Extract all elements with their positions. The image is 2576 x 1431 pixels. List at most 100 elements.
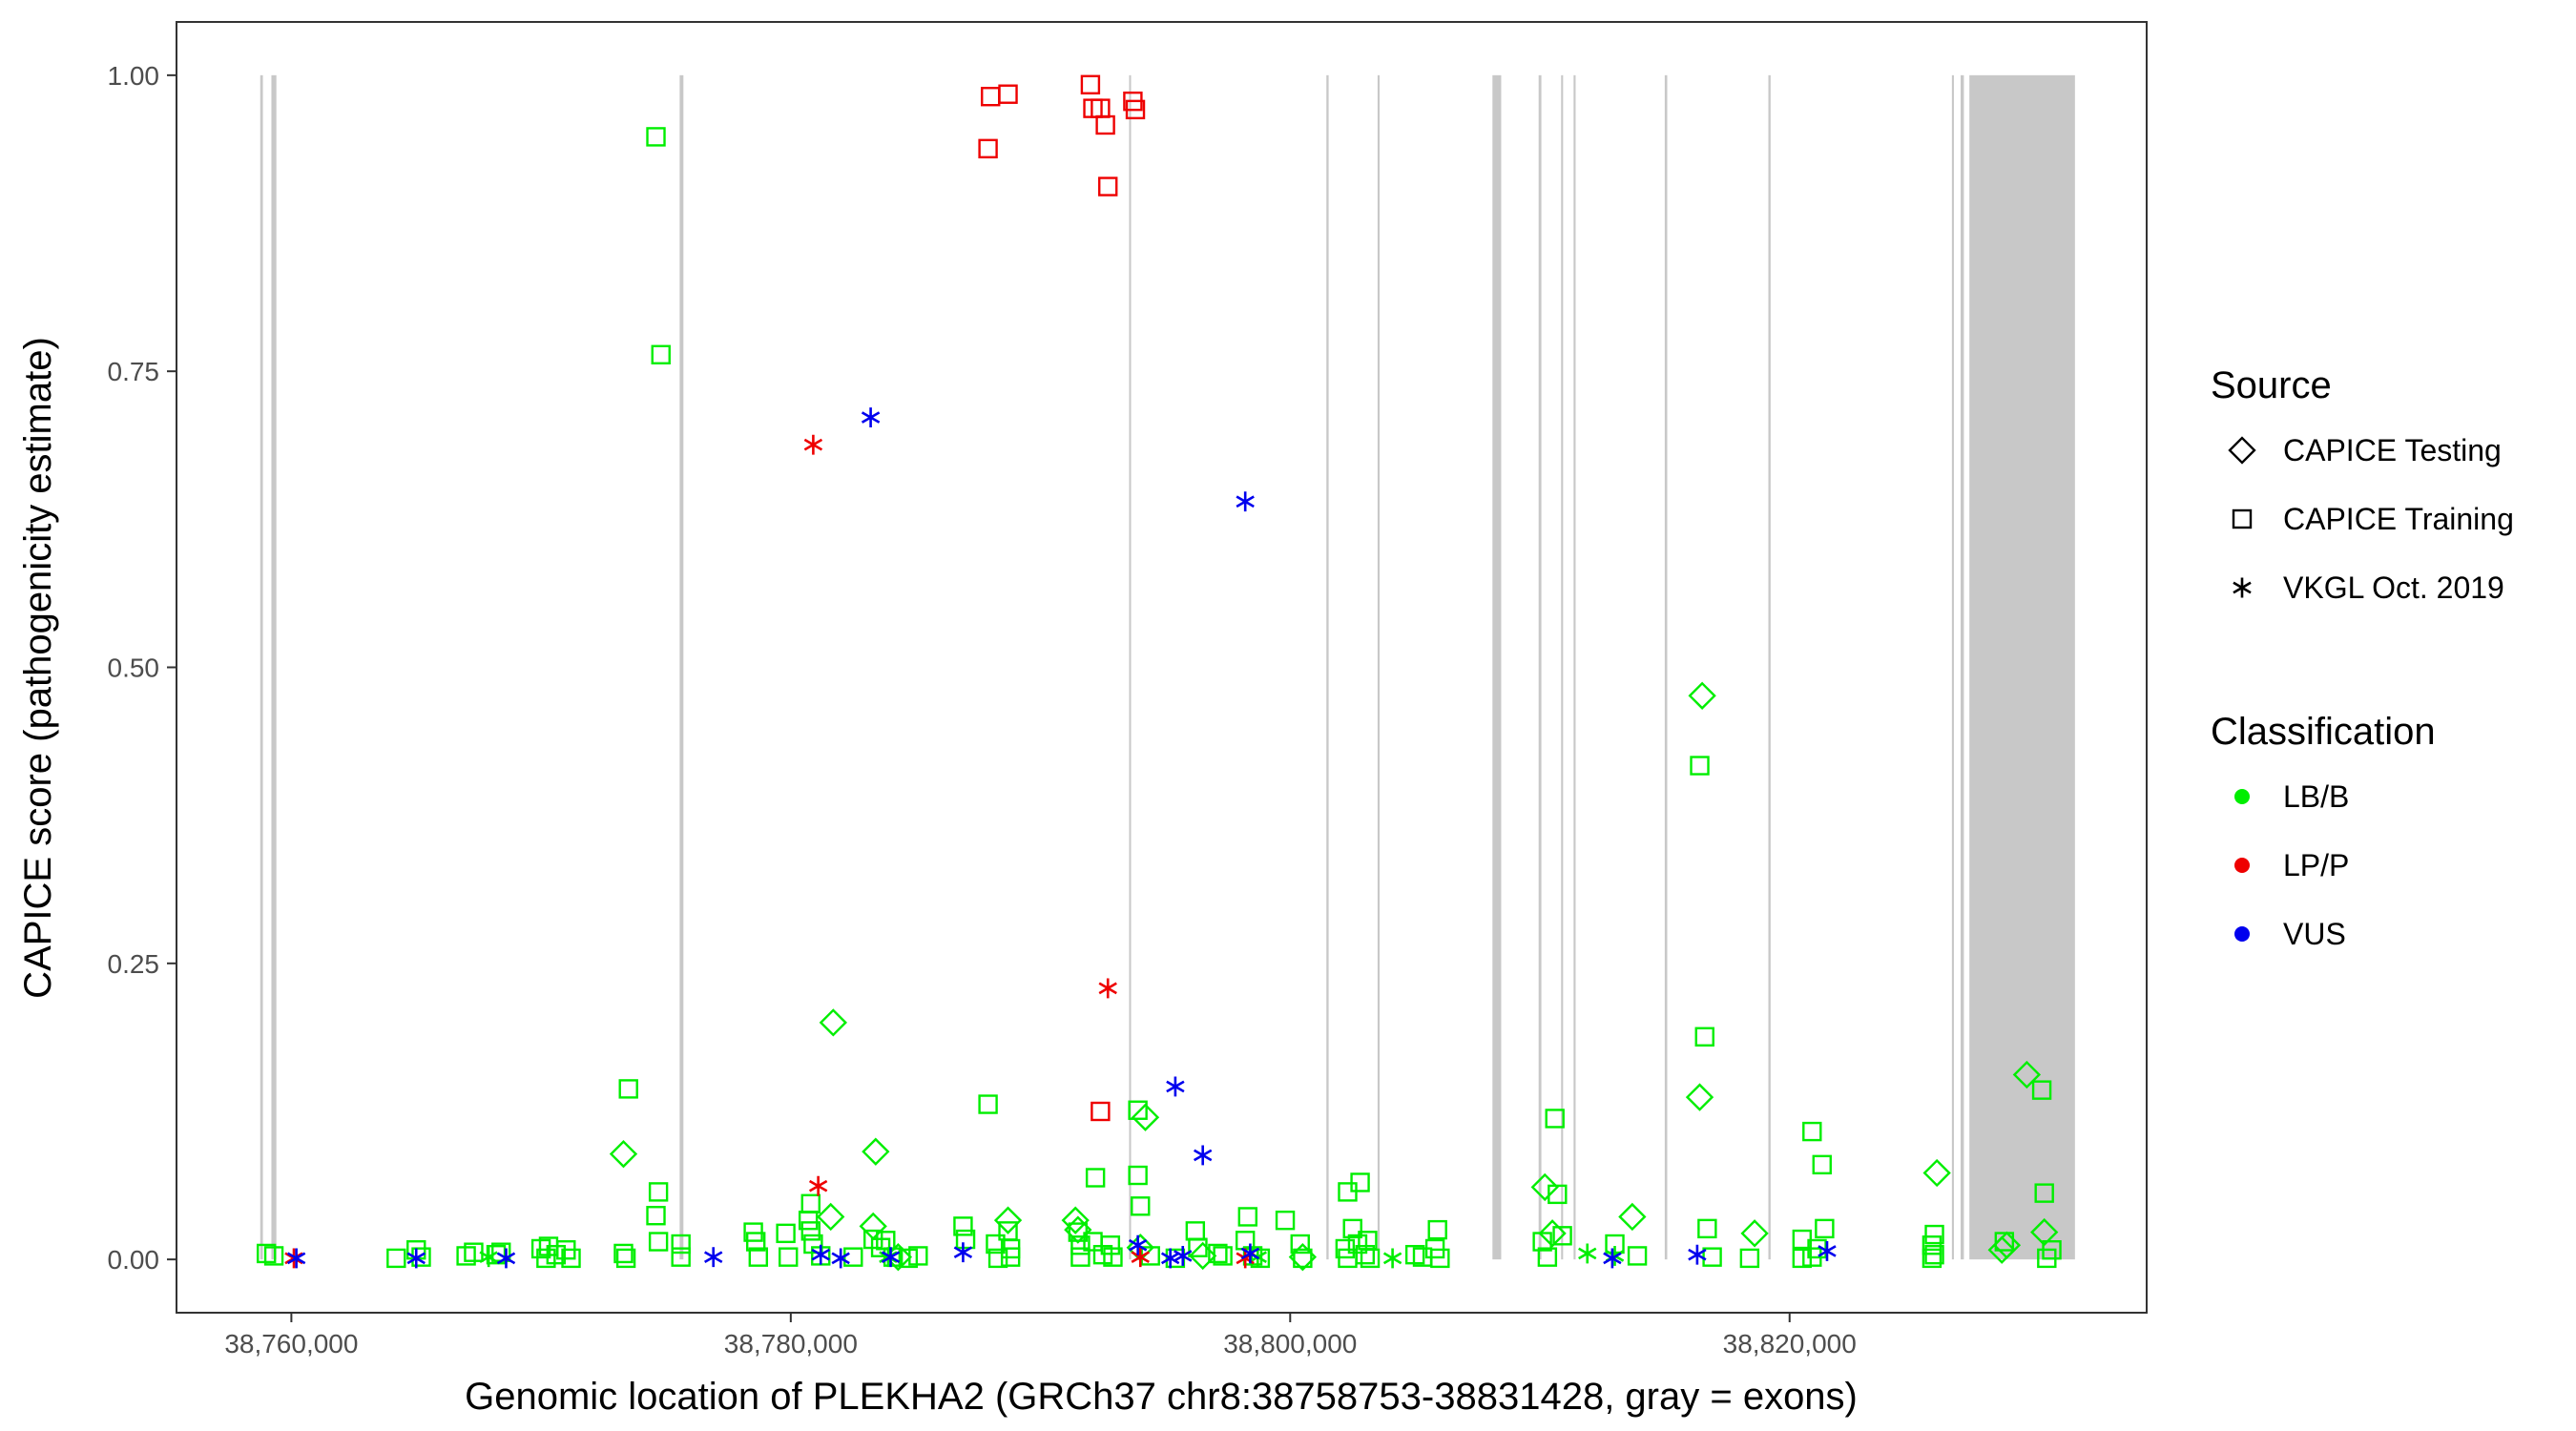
capice-training-lb-b-point xyxy=(1338,1248,1358,1269)
exon-band xyxy=(1538,74,1542,1260)
capice-training-lb-b-point xyxy=(651,344,671,365)
vkgl-oct-2019-vus-point xyxy=(496,1248,516,1269)
legend-source-label: CAPICE Training xyxy=(2283,502,2514,536)
capice-training-lb-b-point xyxy=(1924,1244,1944,1265)
legend-source-item: VKGL Oct. 2019 xyxy=(2233,570,2504,605)
capice-training-lb-b-point xyxy=(1185,1221,1206,1241)
capice-training-lb-b-point xyxy=(1103,1247,1123,1267)
capice-training-lp-p-point xyxy=(1098,176,1118,197)
legend-source-title: Source xyxy=(2211,364,2332,406)
capice-training-lb-b-point xyxy=(1342,1218,1362,1239)
capice-training-lb-b-point xyxy=(1815,1218,1835,1239)
vkgl-oct-2019-vus-point xyxy=(1160,1248,1180,1269)
y-axis-title: CAPICE score (pathogenicity estimate) xyxy=(17,337,59,999)
exon-band xyxy=(1664,74,1668,1260)
data-points xyxy=(257,74,2062,1272)
legend-asterisk-key xyxy=(2233,577,2252,598)
vkgl-oct-2019-lb-b-point xyxy=(479,1247,498,1268)
legend-square-key xyxy=(2232,508,2253,529)
vkgl-oct-2019-lp-p-point xyxy=(808,1175,828,1196)
capice-training-lb-b-point xyxy=(1293,1248,1313,1269)
capice-training-lb-b-point xyxy=(386,1248,406,1269)
capice-training-lb-b-point xyxy=(2031,1080,2052,1100)
capice-testing-lb-b-point xyxy=(1688,681,1716,710)
exon-band xyxy=(260,74,263,1260)
capice-training-lb-b-point xyxy=(1812,1154,1832,1175)
capice-training-lb-b-point xyxy=(1739,1248,1760,1269)
x-axis-title: Genomic location of PLEKHA2 (GRCh37 chr8… xyxy=(465,1376,1858,1418)
legend-color-dot-key xyxy=(2234,789,2250,804)
vkgl-oct-2019-lp-p-point xyxy=(803,434,823,455)
legend-color-dot-key xyxy=(2234,926,2250,942)
capice-training-lb-b-point xyxy=(561,1248,581,1269)
capice-training-lb-b-point xyxy=(1994,1232,2015,1252)
exon-band xyxy=(1326,74,1329,1260)
capice-training-lb-b-point xyxy=(955,1229,976,1250)
legend-source-item: CAPICE Testing xyxy=(2228,433,2502,467)
exon-band xyxy=(679,74,684,1260)
capice-training-lb-b-point xyxy=(671,1234,691,1255)
vkgl-oct-2019-vus-point xyxy=(1603,1248,1622,1269)
legend-source-items: CAPICE Testing CAPICE Training VKGL Oct. 2… xyxy=(2228,433,2514,605)
capice-training-lb-b-point xyxy=(613,1243,634,1264)
capice-testing-lb-b-point xyxy=(1538,1219,1567,1248)
capice-training-lb-b-point xyxy=(646,1206,666,1226)
capice-training-lb-b-point xyxy=(779,1247,799,1267)
exon-band xyxy=(1969,74,2075,1260)
exon-band xyxy=(1377,74,1380,1260)
capice-training-lb-b-point xyxy=(648,1182,669,1202)
capice-training-lb-b-point xyxy=(1532,1232,1552,1252)
legend-class-label: VUS xyxy=(2283,917,2346,951)
capice-training-lp-p-point xyxy=(998,84,1018,104)
vkgl-oct-2019-vus-point xyxy=(1174,1245,1193,1266)
exon-band xyxy=(1961,74,1964,1260)
legend-diamond-key xyxy=(2228,436,2256,465)
capice-training-lb-b-point xyxy=(1694,1027,1714,1047)
capice-training-lb-b-point xyxy=(1085,1168,1106,1188)
capice-training-lb-b-point xyxy=(1427,1219,1447,1240)
legend: Source CAPICE Testing CAPICE Training VKGL… xyxy=(2211,364,2514,951)
capice-training-lb-b-point xyxy=(1100,1235,1121,1255)
legend-source-label: VKGL Oct. 2019 xyxy=(2283,570,2504,605)
capice-training-lb-b-point xyxy=(800,1221,821,1241)
vkgl-oct-2019-lp-p-point xyxy=(284,1248,303,1269)
legend-class-label: LP/P xyxy=(2283,848,2349,882)
vkgl-oct-2019-vus-point xyxy=(1818,1241,1837,1261)
vkgl-oct-2019-vus-point xyxy=(1240,1243,1260,1264)
x-tick-label: 38,780,000 xyxy=(724,1329,858,1358)
capice-training-lb-b-point xyxy=(1070,1247,1091,1267)
capice-training-lb-b-point xyxy=(1537,1247,1558,1267)
capice-training-lb-b-point xyxy=(1237,1207,1257,1227)
capice-training-lb-b-point xyxy=(776,1223,796,1244)
capice-testing-lb-b-point xyxy=(1530,1172,1559,1202)
capice-training-lb-b-point xyxy=(2034,1183,2054,1203)
capice-training-lb-b-point xyxy=(646,127,666,147)
capice-testing-lb-b-point xyxy=(1987,1235,2016,1264)
vkgl-oct-2019-lb-b-point xyxy=(1578,1243,1597,1264)
capice-training-lp-p-point xyxy=(1091,1101,1111,1122)
capice-training-lb-b-point xyxy=(1128,1165,1148,1186)
capice-training-lp-p-point xyxy=(1080,74,1101,94)
x-tick-label: 38,820,000 xyxy=(1723,1329,1857,1358)
capice-testing-lb-b-point xyxy=(1131,1103,1160,1131)
capice-testing-lb-b-point xyxy=(817,1202,845,1232)
vkgl-oct-2019-vus-point xyxy=(831,1248,850,1269)
capice-training-lb-b-point xyxy=(536,1248,556,1269)
vkgl-oct-2019-vus-point xyxy=(953,1242,973,1263)
y-tick-label: 0.25 xyxy=(108,949,160,979)
plot-panel-border xyxy=(176,21,2148,1314)
legend-class-item: LB/B xyxy=(2234,779,2349,814)
vkgl-oct-2019-lp-p-point xyxy=(1098,978,1117,999)
vkgl-oct-2019-vus-point xyxy=(1166,1076,1185,1097)
capice-training-lp-p-point xyxy=(981,87,1001,107)
vkgl-oct-2019-vus-point xyxy=(1193,1145,1213,1166)
capice-training-lb-b-point xyxy=(1802,1121,1822,1142)
capice-training-lb-b-point xyxy=(986,1234,1006,1255)
vkgl-oct-2019-vus-point xyxy=(811,1244,830,1265)
capice-training-lb-b-point xyxy=(1924,1224,1944,1245)
capice-training-lb-b-point xyxy=(2037,1248,2057,1269)
vkgl-oct-2019-vus-point xyxy=(704,1247,723,1268)
capice-training-lb-b-point xyxy=(1792,1248,1813,1269)
capice-training-lb-b-point xyxy=(1690,756,1710,776)
capice-training-lb-b-point xyxy=(1360,1248,1381,1269)
